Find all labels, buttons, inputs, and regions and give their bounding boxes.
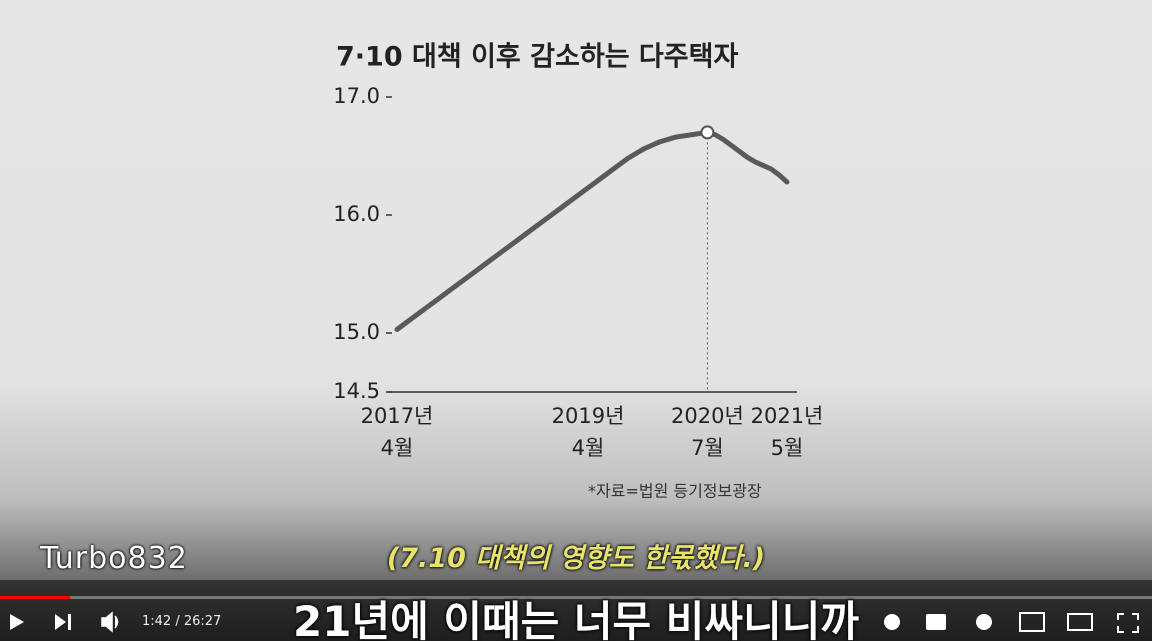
x-tick-label: 2021년 5월 [750,404,824,460]
control-bar [0,580,1152,641]
subtitle: (7.10 대책의 영향도 한몫했다.) [386,543,766,574]
progress-played [0,596,70,599]
miniplayer-button[interactable] [1019,612,1045,632]
fullscreen-button[interactable] [1117,613,1139,633]
theater-button[interactable] [1067,613,1093,631]
y-tick-label: 17.0 [333,84,380,108]
x-tick-label: 2017년 4월 [360,404,434,460]
play-button[interactable] [10,614,24,630]
y-tick-label: 14.5 [333,379,380,403]
caption: 21년에 이때는 너무 비싸니니까 [293,597,859,641]
x-tick-label: 2020년 7월 [671,404,744,460]
progress-track[interactable] [0,596,1152,599]
peak-marker [700,125,715,140]
captions-button[interactable] [926,614,946,630]
x-tick-label: 2019년 4월 [551,404,625,460]
y-tick-label: 16.0 [333,202,380,226]
video-time: 1:42 / 26:27 [142,614,222,629]
next-button[interactable] [55,614,71,630]
data-line [394,129,790,332]
autoplay-toggle[interactable] [884,614,900,630]
volume-button[interactable] [101,611,119,633]
channel-watermark: Turbo832 [40,541,188,576]
y-tick-label: 15.0 [333,320,380,344]
chart-title: 7·10 대책 이후 감소하는 다주택자 [336,42,738,73]
settings-button[interactable] [976,614,992,630]
source-note: *자료=법원 등기정보광장 [588,482,762,501]
